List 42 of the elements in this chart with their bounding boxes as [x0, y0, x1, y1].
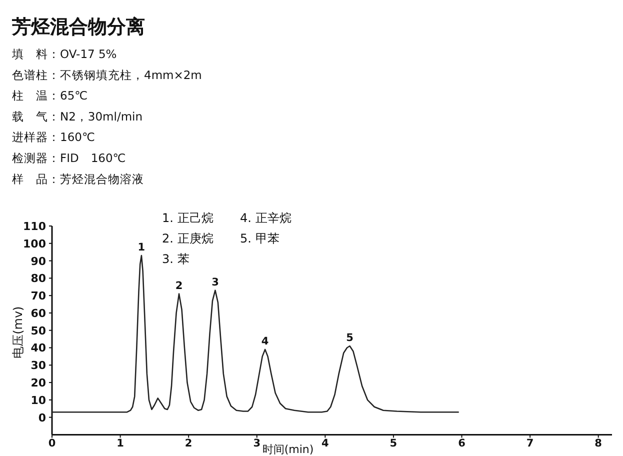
annotation: 4 — [261, 335, 269, 348]
y-tick-label: 110 — [23, 220, 46, 233]
text: 进样器：160℃ — [12, 130, 95, 144]
text: 柱 温：65℃ — [12, 88, 88, 103]
x-tick-label: 7 — [526, 438, 534, 450]
y-tick-label: 50 — [30, 324, 46, 338]
x-tick-label: 4 — [322, 438, 329, 450]
annotation: 2 — [175, 280, 183, 292]
text: 1. 正己烷 — [162, 211, 214, 225]
x-tick-label: 5 — [390, 438, 398, 450]
annotation: 2. 正庚烷 — [162, 232, 214, 246]
y-tick-label: 10 — [30, 394, 46, 407]
x-tick-label: 3 — [253, 438, 261, 450]
y-tick-label: 40 — [30, 342, 46, 355]
chart-title: 芳烃混合物分离 — [11, 16, 145, 38]
annotation: 3. 苯 — [162, 252, 190, 266]
x-tick-label: 1 — [116, 438, 124, 450]
y-tick-label: 100 — [23, 237, 46, 250]
text: 载 气：N2，30ml/min — [12, 109, 143, 124]
text: 4. 正辛烷 — [240, 211, 292, 225]
y-tick-label: 80 — [30, 272, 46, 286]
annotation: 3 — [212, 276, 219, 288]
annotation: 5. 甲苯 — [240, 232, 280, 246]
text: 填 料：OV-17 5% — [11, 47, 117, 61]
y-axis-title: 电压(mv) — [11, 306, 25, 358]
y-tick-label: 30 — [30, 359, 46, 372]
x-tick-label: 2 — [184, 438, 192, 450]
y-tick-label: 0 — [38, 411, 46, 424]
annotation: 5 — [346, 332, 354, 344]
y-tick-label: 20 — [30, 376, 46, 390]
text: 检测器：FID 160℃ — [12, 151, 126, 165]
y-tick-label: 60 — [30, 306, 46, 320]
annotation: 1 — [138, 242, 146, 254]
text: 样 品：芳烃混合物溶液 — [12, 172, 144, 186]
y-tick-label: 90 — [30, 254, 46, 268]
y-tick-label: 70 — [30, 290, 46, 303]
line-series — [51, 254, 459, 413]
x-axis-title: 时间(min) — [262, 443, 314, 456]
x-tick-label: 8 — [594, 438, 602, 450]
text: 色谱柱：不锈钢填充柱，4mm×2m — [12, 68, 202, 82]
x-tick-label: 0 — [48, 438, 56, 450]
x-tick-label: 6 — [458, 438, 466, 450]
